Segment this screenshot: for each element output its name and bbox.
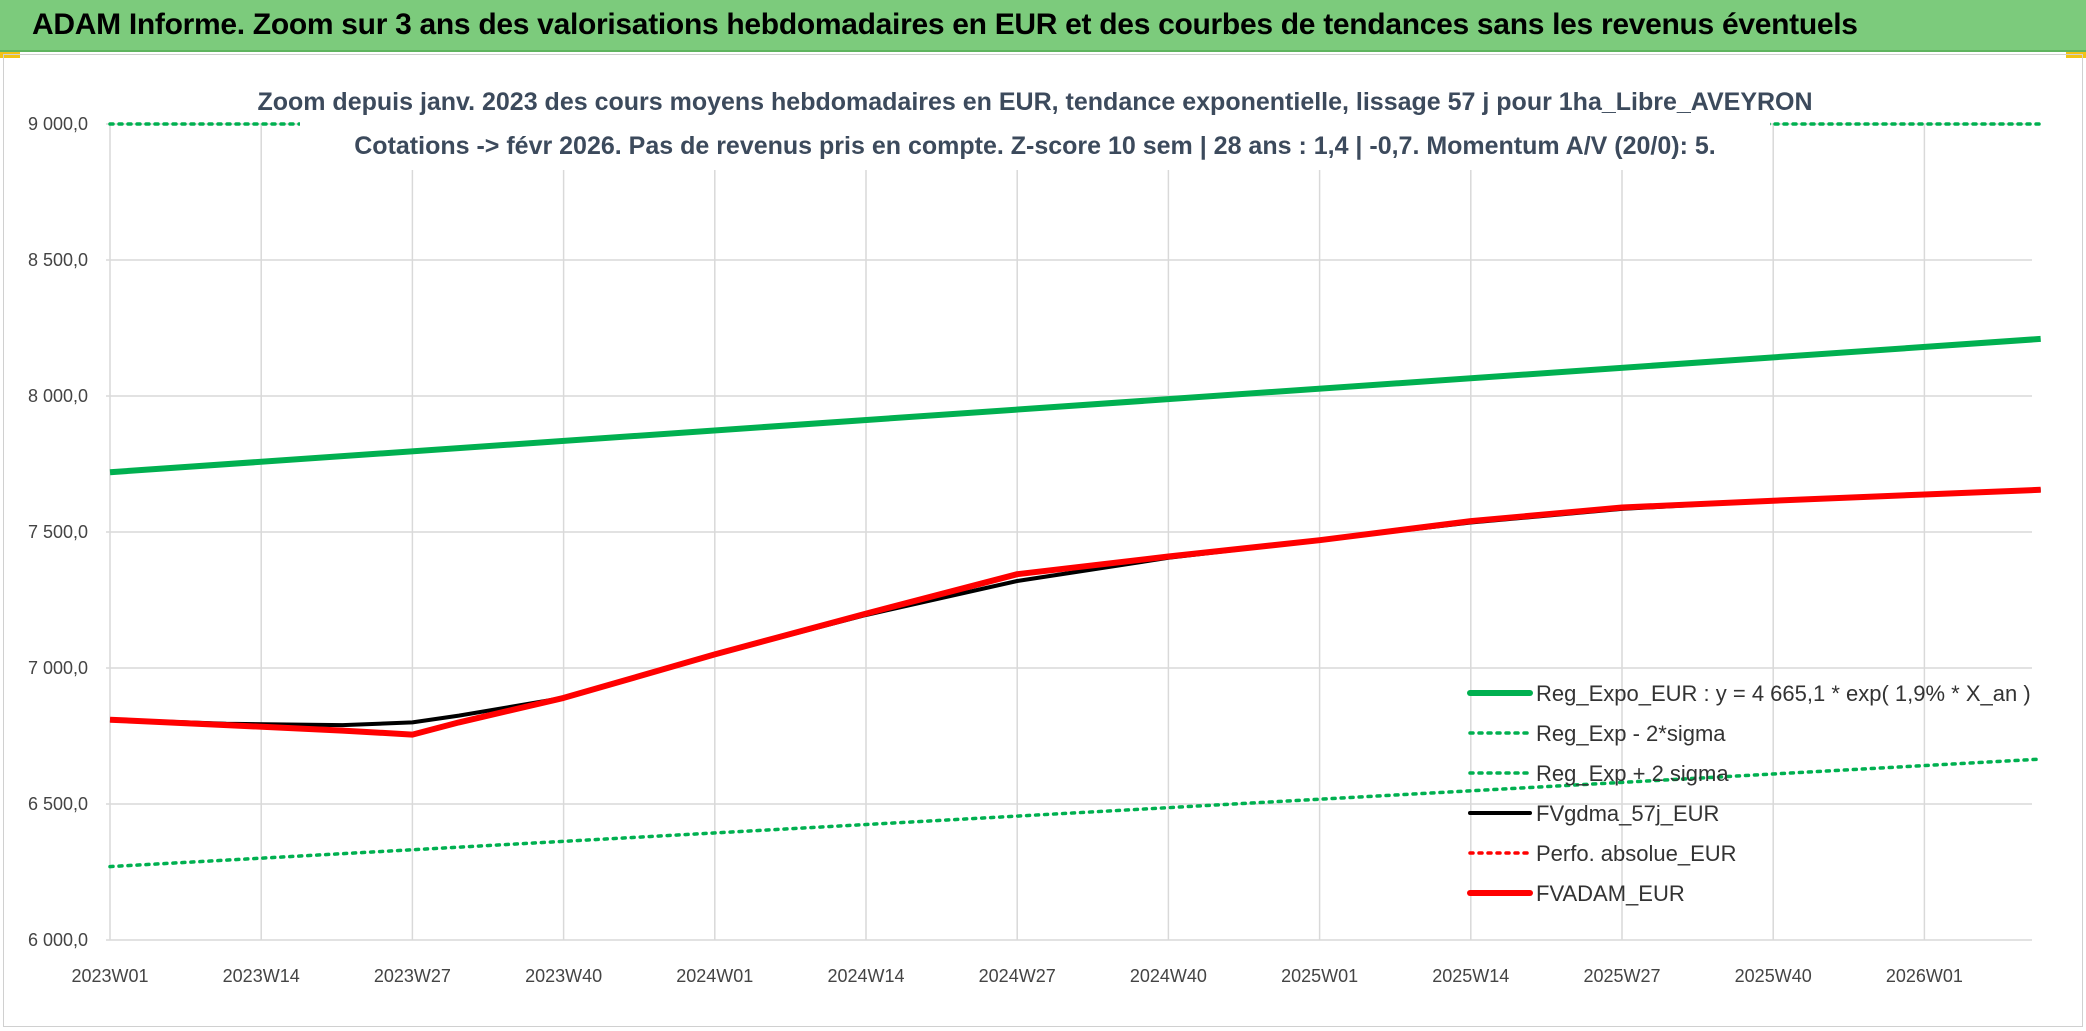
y-tick-label: 7 000,0 xyxy=(28,658,88,678)
corner-accent-left xyxy=(0,52,20,58)
legend-label-4: FVgdma_57j_EUR xyxy=(1536,801,1719,826)
y-tick-label: 9 000,0 xyxy=(28,114,88,134)
y-axis-ticks: 6 000,0 6 500,0 7 000,0 7 500,0 8 000,0 8 500… xyxy=(28,114,88,950)
series-layer xyxy=(108,122,2043,869)
corner-accent-right xyxy=(2066,52,2086,58)
series-line-2 xyxy=(108,757,2043,869)
x-tick-label: 2025W40 xyxy=(1735,966,1812,986)
series-line-6 xyxy=(109,486,2041,738)
x-tick-label: 2024W01 xyxy=(676,966,753,986)
x-tick-label: 2023W27 xyxy=(374,966,451,986)
x-tick-label: 2023W14 xyxy=(223,966,300,986)
x-tick-label: 2025W27 xyxy=(1583,966,1660,986)
chart-frame xyxy=(3,54,2083,1027)
y-tick-label: 7 500,0 xyxy=(28,522,88,542)
legend-label-6: FVADAM_EUR xyxy=(1536,881,1685,906)
legend: Reg_Expo_EUR : y = 4 665,1 * exp( 1,9% *… xyxy=(1467,681,2031,906)
y-tick-label: 6 500,0 xyxy=(28,794,88,814)
x-tick-label: 2025W01 xyxy=(1281,966,1358,986)
report-banner: ADAM Informe. Zoom sur 3 ans des valoris… xyxy=(0,0,2086,52)
legend-label-3: Reg_Exp + 2 sigma xyxy=(1536,761,1729,786)
y-tick-label: 8 000,0 xyxy=(28,386,88,406)
legend-label-2: Reg_Exp - 2*sigma xyxy=(1536,721,1726,746)
x-tick-label: 2024W14 xyxy=(827,966,904,986)
report-title: ADAM Informe. Zoom sur 3 ans des valoris… xyxy=(32,8,1858,41)
series-line-1 xyxy=(109,335,2041,476)
legend-label-1: Reg_Expo_EUR : y = 4 665,1 * exp( 1,9% *… xyxy=(1536,681,2031,706)
title-background xyxy=(300,86,1770,170)
x-tick-label: 2023W01 xyxy=(71,966,148,986)
chart-title-line-1: Zoom depuis janv. 2023 des cours moyens … xyxy=(257,88,1812,116)
x-tick-label: 2026W01 xyxy=(1886,966,1963,986)
x-tick-label: 2025W14 xyxy=(1432,966,1509,986)
x-axis-ticks: 2023W01 2023W14 2023W27 2023W40 2024W01 2024W… xyxy=(71,966,1962,986)
legend-label-5: Perfo. absolue_EUR xyxy=(1536,841,1737,866)
x-tick-label: 2024W27 xyxy=(979,966,1056,986)
x-tick-label: 2024W40 xyxy=(1130,966,1207,986)
grid-lines xyxy=(106,123,2032,941)
chart-title-line-2: Cotations -> févr 2026. Pas de revenus p… xyxy=(354,132,1715,160)
x-tick-label: 2023W40 xyxy=(525,966,602,986)
y-tick-label: 6 000,0 xyxy=(28,930,88,950)
y-tick-label: 8 500,0 xyxy=(28,250,88,270)
